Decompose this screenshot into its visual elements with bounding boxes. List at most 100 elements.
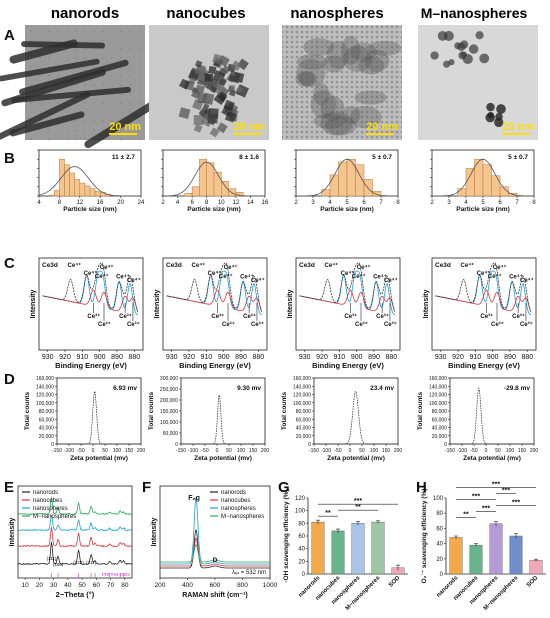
core-level-label: Ce3d — [42, 262, 58, 269]
xps-chart: Ce3d Ce⁴⁺Ce⁴⁺Ce⁴⁺Ce⁴⁺Ce⁴⁺Ce⁴⁺Ce³⁺Ce³⁺Ce³⁺… — [287, 257, 401, 370]
ce3-label: Ce³⁺ — [355, 321, 368, 328]
x-tick-label: 890 — [368, 354, 380, 361]
panel-c-xps: Ce3d Ce⁴⁺Ce⁴⁺Ce⁴⁺Ce⁴⁺Ce⁴⁺Ce⁴⁺Ce³⁺Ce³⁺Ce³⁺… — [30, 257, 537, 370]
significance-label: *** — [502, 488, 510, 495]
x-tick-label: 7 — [515, 200, 519, 206]
measured-curve — [166, 262, 263, 312]
reflection-label: (220) — [73, 560, 84, 565]
x-tick-label: 920 — [452, 354, 464, 361]
x-tick-label: 910 — [200, 354, 212, 361]
histogram-bar — [465, 168, 475, 197]
ce4-label: Ce⁴⁺ — [84, 270, 98, 277]
y-tick-label: 100,000 — [429, 401, 447, 407]
nanosphere-cluster — [325, 116, 357, 136]
significance-label: *** — [472, 494, 480, 501]
panel-letters: A B C D E F G H — [4, 27, 427, 496]
panel-g-oh-scavenging: 020406080100120nanorodsnanocubesnanosphe… — [283, 489, 408, 612]
y-tick-label: 0 — [308, 442, 311, 448]
nanocube — [228, 85, 235, 92]
nanosphere-cluster — [320, 111, 353, 136]
histogram-bar — [228, 188, 237, 197]
histogram: 2 3 4 5 6 7 8 Particle size (nm) 5 ± 0.7 — [430, 149, 536, 213]
bar — [529, 560, 543, 575]
y-tick-label: 120,000 — [36, 393, 54, 399]
x-tick-label: 890 — [235, 354, 247, 361]
x-axis-label: Binding Energy (eV) — [448, 361, 520, 370]
significance-label: *** — [512, 500, 520, 507]
size-annotation: 5 ± 0.7 — [372, 154, 392, 161]
zeta-annotation: 6.93 mv — [113, 385, 137, 392]
x-tick-label: 880 — [385, 354, 397, 361]
plot-frame — [17, 485, 133, 579]
measured-curve — [299, 262, 396, 312]
x-axis-label: Zeta potential (mv) — [194, 455, 252, 462]
nanocube — [194, 64, 207, 77]
x-tick-label: 100 — [113, 448, 122, 454]
legend-label: nanorods — [33, 490, 58, 496]
x-tick-label: 16 — [262, 200, 269, 206]
ce3-label: Ce³⁺ — [211, 313, 224, 320]
nanorod — [19, 59, 129, 95]
raman-series-line — [160, 529, 270, 569]
nanocube — [208, 65, 217, 75]
tem-image: 20 nm — [282, 25, 402, 140]
reflection-label: (111) — [47, 556, 57, 561]
nanosphere-cluster — [326, 40, 349, 69]
ce3-label: Ce³⁺ — [480, 313, 493, 320]
histogram: 4 8 12 16 20 24 Particle size (nm) 11 ± 2.7 — [37, 149, 145, 213]
ce4-label: Ce⁴⁺ — [373, 273, 387, 280]
bar — [489, 523, 503, 575]
x-tick-label: -50 — [470, 448, 477, 454]
nanosphere-cluster — [313, 83, 330, 106]
nanocube — [193, 123, 203, 133]
x-tick-label: 910 — [76, 354, 88, 361]
x-axis-label: Particle size (nm) — [320, 206, 373, 213]
zeta-curve — [314, 391, 398, 445]
measured-curve — [435, 262, 532, 312]
ce4-label: Ce⁴⁺ — [251, 277, 265, 284]
nanosphere — [437, 30, 448, 41]
y-tick-label: 20,000 — [432, 434, 448, 440]
x-tick-label: 80 — [121, 582, 129, 589]
histogram-bar — [184, 192, 193, 197]
ce4-label: Ce⁴⁺ — [509, 273, 523, 280]
histogram-bar — [54, 190, 60, 197]
y-tick-label: 0 — [51, 442, 54, 448]
nanocube — [178, 107, 191, 119]
ce4-label: Ce⁴⁺ — [325, 262, 339, 269]
x-axis-label: Particle size (nm) — [63, 206, 116, 213]
nanocube — [218, 55, 230, 67]
nanocube — [217, 91, 228, 102]
scale-label: 20 nm — [109, 121, 141, 133]
panel-h-o2-scavenging: 020406080100nanorodsnanocubesnanospheres… — [420, 482, 546, 612]
nanosphere — [496, 104, 506, 114]
column-title: nanospheres — [290, 5, 383, 22]
nanocube — [179, 78, 190, 90]
reflection-label: (311) — [86, 560, 97, 565]
x-tick-label: 3 — [447, 200, 451, 206]
y-tick-label: 100,000 — [160, 420, 178, 426]
xrd-series-line — [17, 526, 133, 548]
x-tick-label: 3 — [311, 200, 315, 206]
ce4-label: Ce⁴⁺ — [520, 277, 534, 284]
y-axis-label: O₂˙⁻ scavenging efficiency (%) — [420, 489, 428, 584]
x-axis-label: Particle size (nm) — [187, 206, 240, 213]
legend-label: nanospheres — [33, 506, 68, 512]
nanosphere — [487, 111, 494, 119]
y-tick-label: 40,000 — [296, 426, 312, 432]
histogram-bar — [491, 175, 501, 197]
histogram-bar — [89, 188, 96, 197]
nanorod — [11, 86, 132, 104]
y-tick-label: 100,000 — [36, 401, 54, 407]
y-tick-label: 120,000 — [293, 393, 311, 399]
ce3-label: Ce³⁺ — [243, 313, 256, 320]
nanosphere-cluster — [320, 95, 345, 121]
nanosphere-cluster — [341, 35, 361, 65]
x-tick-label: 4 — [176, 200, 180, 206]
x-tick-label: 50 — [495, 448, 501, 454]
zeta-chart: 0 20,000 40,000 60,000 80,000 100,000 120,000 1… — [417, 376, 538, 462]
nanosphere-cluster — [354, 90, 387, 105]
